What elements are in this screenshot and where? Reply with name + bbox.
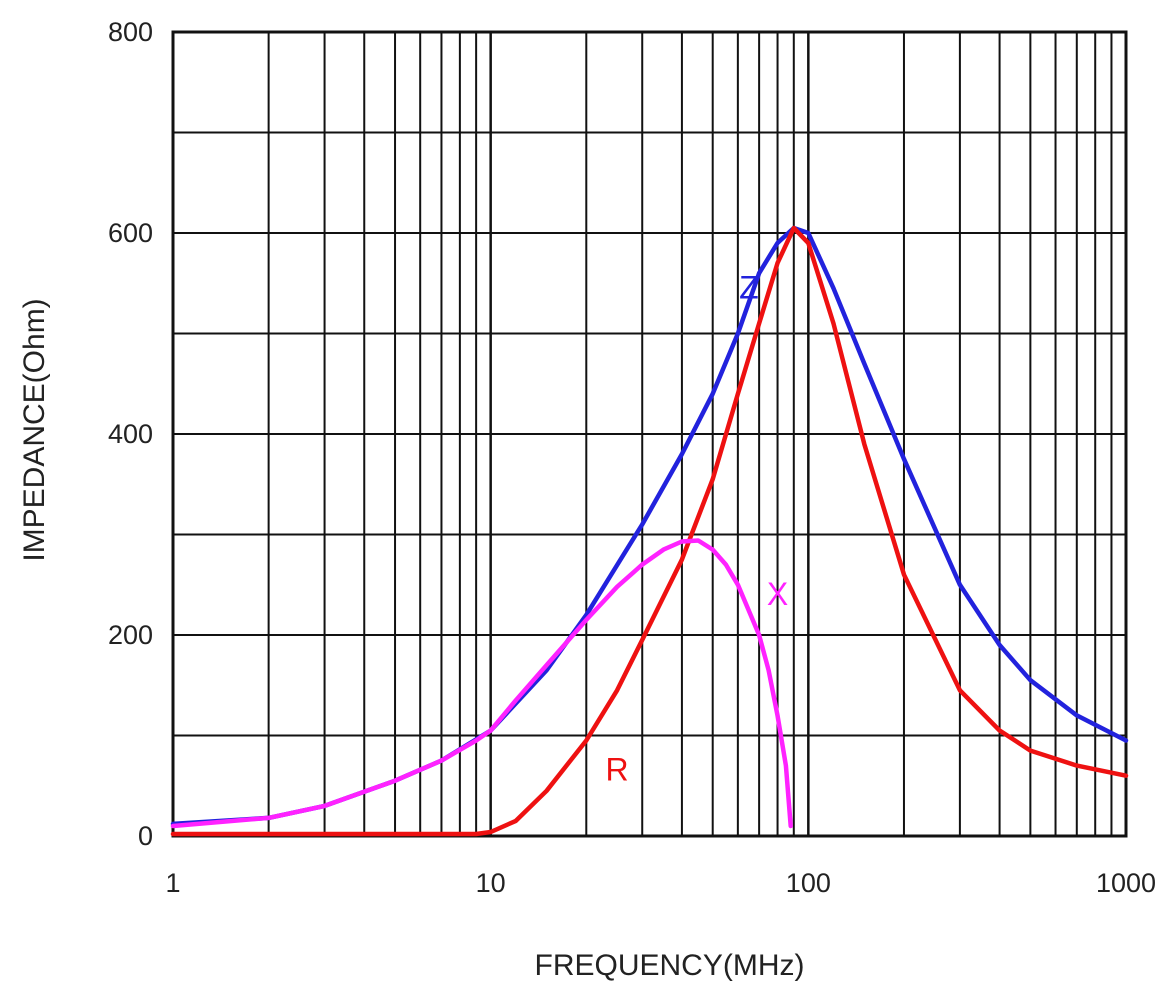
series-annotations: Z X R bbox=[606, 269, 789, 787]
y-tick-label: 800 bbox=[108, 17, 153, 47]
y-tick-label: 200 bbox=[108, 620, 153, 650]
series-label-r: R bbox=[606, 752, 629, 788]
x-tick-label: 100 bbox=[786, 868, 831, 898]
x-tick-label: 1 bbox=[165, 868, 180, 898]
series-label-z: Z bbox=[739, 269, 759, 305]
series-line-x bbox=[170, 538, 793, 829]
y-tick-labels: 0 200 400 600 800 bbox=[108, 17, 153, 851]
x-tick-labels: 1 10 100 1000 bbox=[165, 868, 1156, 898]
y-tick-label: 0 bbox=[138, 821, 153, 851]
x-tick-label: 10 bbox=[476, 868, 506, 898]
plot-frame bbox=[171, 30, 1128, 838]
x-tick-label: 1000 bbox=[1096, 868, 1156, 898]
series-layer bbox=[170, 225, 1129, 837]
series-line-r bbox=[170, 225, 1129, 837]
x-axis-label: FREQUENCY(MHz) bbox=[535, 949, 805, 982]
y-axis-label: IMPEDANCE(Ohm) bbox=[18, 298, 51, 561]
series-label-x: X bbox=[767, 576, 788, 612]
y-tick-label: 600 bbox=[108, 218, 153, 248]
y-tick-label: 400 bbox=[108, 419, 153, 449]
